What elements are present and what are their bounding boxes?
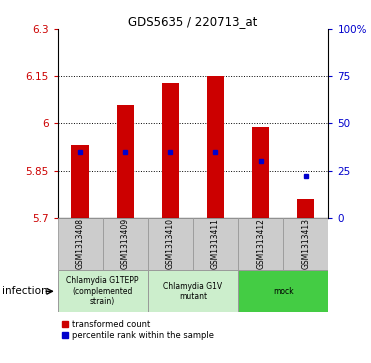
Title: GDS5635 / 220713_at: GDS5635 / 220713_at <box>128 15 257 28</box>
Text: GSM1313410: GSM1313410 <box>166 217 175 269</box>
Text: GSM1313412: GSM1313412 <box>256 218 265 269</box>
Bar <box>116 105 134 218</box>
Text: mock: mock <box>273 287 293 296</box>
Text: GSM1313413: GSM1313413 <box>301 217 310 269</box>
Bar <box>103 218 148 270</box>
Bar <box>58 270 148 312</box>
Bar <box>207 76 224 218</box>
Bar <box>238 270 328 312</box>
Bar <box>283 218 328 270</box>
Text: infection: infection <box>2 286 47 297</box>
Bar <box>58 218 103 270</box>
Text: Chlamydia G1TEPP
(complemented
strain): Chlamydia G1TEPP (complemented strain) <box>66 276 139 306</box>
Bar <box>252 127 269 218</box>
Text: GSM1313409: GSM1313409 <box>121 217 130 269</box>
Bar <box>193 218 238 270</box>
Bar <box>162 82 179 218</box>
Bar <box>238 218 283 270</box>
Text: Chlamydia G1V
mutant: Chlamydia G1V mutant <box>163 282 223 301</box>
Bar <box>297 199 314 218</box>
Bar <box>148 218 193 270</box>
Bar <box>148 270 238 312</box>
Bar <box>72 146 89 218</box>
Legend: transformed count, percentile rank within the sample: transformed count, percentile rank withi… <box>62 320 214 340</box>
Text: GSM1313408: GSM1313408 <box>76 217 85 269</box>
Text: GSM1313411: GSM1313411 <box>211 218 220 269</box>
